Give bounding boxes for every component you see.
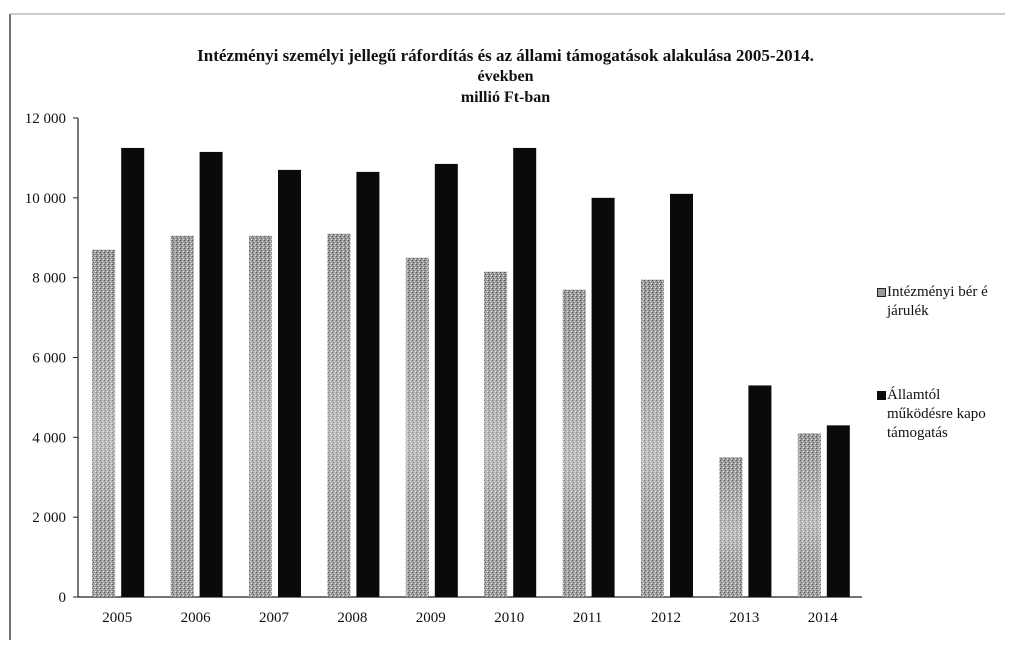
bar-series1-sheen	[797, 433, 821, 597]
bar-series2	[670, 193, 693, 597]
bar-series2	[748, 385, 772, 597]
legend-label-line: támogatás	[887, 425, 948, 441]
legend-label-line: Államtól	[887, 387, 941, 403]
y-tick-label: 8 000	[32, 271, 66, 287]
bar-series1-sheen	[641, 279, 664, 597]
chart-subtitle-period: években	[477, 68, 534, 85]
x-tick-label: 2008	[337, 610, 367, 626]
y-tick-label: 0	[59, 590, 67, 606]
bar-series2	[826, 425, 850, 597]
x-tick-label: 2012	[651, 610, 681, 626]
x-tick-label: 2005	[102, 610, 132, 626]
y-tick-label: 2 000	[32, 510, 66, 526]
legend-label-line: járulék	[887, 303, 929, 319]
x-tick-label: 2011	[573, 610, 602, 626]
bar-series1-sheen	[719, 457, 743, 597]
x-tick-label: 2009	[416, 610, 446, 626]
bar-series1-sheen	[327, 233, 351, 597]
x-tick-label: 2006	[181, 610, 212, 626]
bar-series1-sheen	[92, 249, 116, 597]
bar-series2	[278, 169, 301, 597]
y-tick-label: 12 000	[25, 111, 66, 127]
x-tick-label: 2013	[729, 610, 759, 626]
bar-series2	[513, 147, 537, 597]
bar-series2	[121, 147, 145, 597]
bar-series2	[434, 163, 458, 597]
chart-title: Intézményi személyi jellegű ráfordítás é…	[197, 46, 814, 65]
bar-series2	[199, 151, 223, 597]
x-tick-label: 2010	[494, 610, 524, 626]
x-tick-label: 2007	[259, 610, 290, 626]
chart-subtitle-unit: millió Ft-ban	[460, 89, 551, 106]
bar-series1-sheen	[405, 257, 429, 597]
bar-series1-sheen	[484, 271, 508, 597]
bar-series1-sheen	[562, 289, 586, 597]
legend-swatch-dotted	[877, 288, 886, 297]
legend-label-line: Intézményi bér é	[887, 284, 988, 300]
bar-series1-sheen	[249, 235, 272, 598]
legend-swatch-black	[877, 391, 886, 400]
bar-series2	[356, 171, 380, 597]
x-tick-label: 2014	[808, 610, 839, 626]
y-tick-label: 10 000	[25, 191, 66, 207]
bar-series2	[591, 197, 615, 598]
bar-series1-sheen	[170, 235, 194, 598]
y-tick-label: 4 000	[32, 430, 66, 446]
y-tick-label: 6 000	[32, 351, 66, 367]
legend-label-line: működésre kapo	[887, 406, 986, 422]
